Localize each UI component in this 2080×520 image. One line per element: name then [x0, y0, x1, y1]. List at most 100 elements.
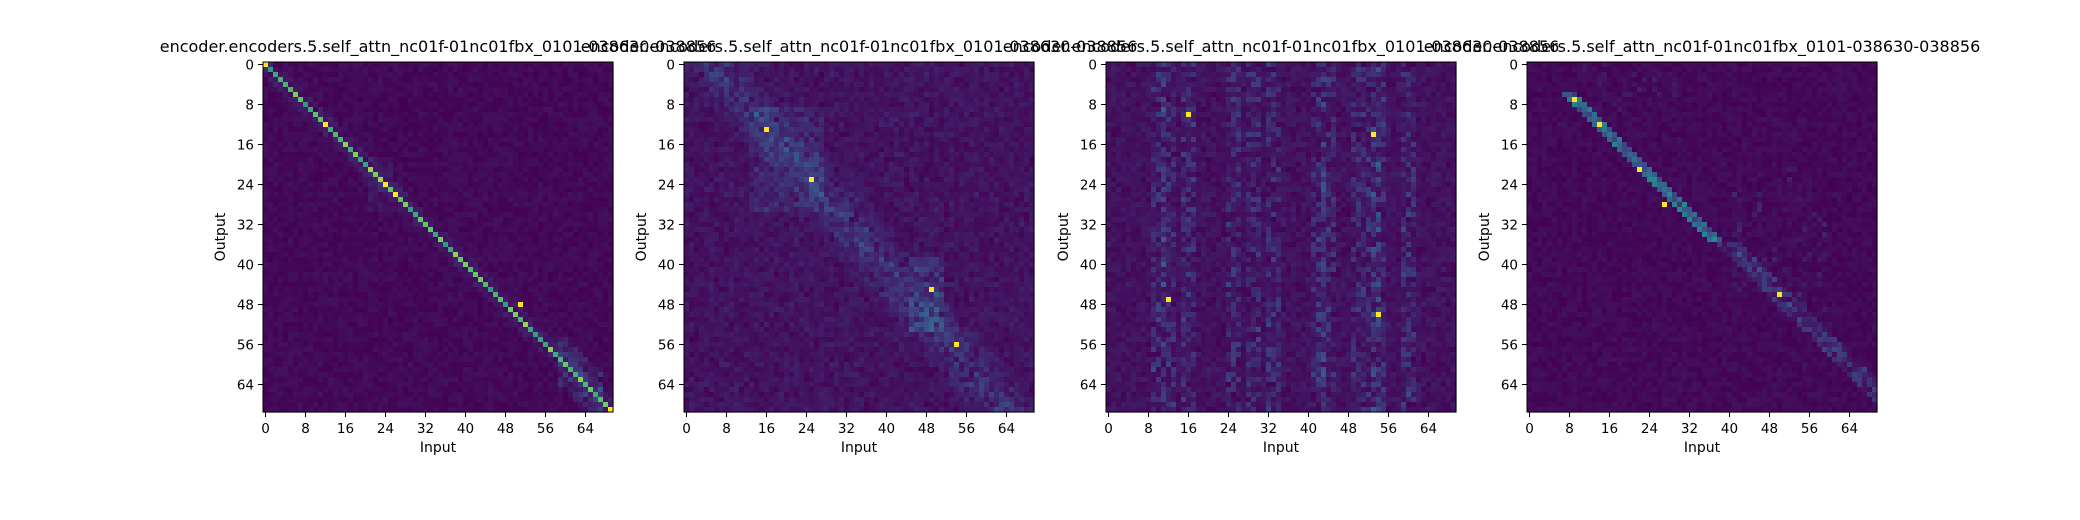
heatmap-cell [308, 342, 314, 348]
heatmap-cell [448, 377, 454, 383]
heatmap-cell [328, 282, 334, 288]
heatmap-cell [563, 282, 569, 288]
heatmap-cell [508, 217, 514, 223]
heatmap-cell [293, 202, 299, 208]
heatmap-cell [593, 322, 599, 328]
heatmap-cell [358, 287, 364, 293]
heatmap-cell [593, 197, 599, 203]
heatmap-cell [338, 377, 344, 383]
heatmap-cell [393, 262, 399, 268]
heatmap-cell [443, 147, 449, 153]
heatmap-cell [448, 277, 454, 283]
heatmap-cell [453, 122, 459, 128]
heatmap-cell [318, 407, 324, 413]
heatmap-cell [433, 127, 439, 133]
heatmap-cell [378, 152, 384, 158]
heatmap-cell [288, 272, 294, 278]
heatmap-cell [518, 327, 524, 333]
heatmap-cell [588, 337, 594, 343]
heatmap-cell [598, 192, 604, 198]
subplot-1: encoder.encoders.5.self_attn_nc01f-01nc0… [160, 37, 717, 456]
heatmap-cell [568, 297, 574, 303]
heatmap-cell [443, 197, 449, 203]
heatmap-cell [468, 347, 474, 353]
heatmap-cell [388, 277, 394, 283]
heatmap-cell [458, 162, 464, 168]
heatmap-cell [548, 127, 554, 133]
heatmap-cell [408, 102, 414, 108]
heatmap-cell [498, 322, 504, 328]
heatmap-cell [353, 212, 359, 218]
heatmap-cell [398, 262, 404, 268]
heatmap-cell [518, 72, 524, 78]
heatmap-cell [383, 277, 389, 283]
heatmap-cell [488, 102, 494, 108]
heatmap-cell [598, 92, 604, 98]
heatmap-cell [603, 282, 609, 288]
heatmap-cell [363, 402, 369, 408]
heatmap-cell [438, 162, 444, 168]
heatmap-cell [528, 367, 534, 373]
heatmap-cell [568, 147, 574, 153]
heatmap-cell [518, 287, 524, 293]
heatmap-cell [458, 337, 464, 343]
heatmap-cell [598, 342, 604, 348]
heatmap-cell [503, 152, 509, 158]
heatmap-cell [533, 257, 539, 263]
heatmap-cell [303, 192, 309, 198]
heatmap-cell [458, 282, 464, 288]
heatmap-cell [528, 92, 534, 98]
heatmap-cell [573, 77, 579, 83]
heatmap-cell [573, 267, 579, 273]
heatmap-cell [288, 192, 294, 198]
heatmap-cell [598, 102, 604, 108]
heatmap-cell [318, 82, 324, 88]
heatmap-cell [493, 62, 499, 68]
heatmap-cell [538, 347, 544, 353]
heatmap-cell [308, 82, 314, 88]
heatmap-cell [318, 292, 324, 298]
heatmap-cell [403, 332, 409, 338]
heatmap-cell [443, 192, 449, 198]
heatmap-cell [333, 212, 339, 218]
heatmap-cell [388, 392, 394, 398]
heatmap-cell [408, 112, 414, 118]
heatmap-cell [528, 257, 534, 263]
heatmap-cell [468, 127, 474, 133]
heatmap-cell [303, 147, 309, 153]
heatmap-cell [308, 367, 314, 373]
heatmap-cell [263, 232, 269, 238]
heatmap-cell [328, 82, 334, 88]
heatmap-cell [368, 197, 374, 203]
heatmap-cell [378, 357, 384, 363]
heatmap-cell [448, 227, 454, 233]
heatmap-cell [418, 67, 424, 73]
heatmap-cell [528, 132, 534, 138]
heatmap-cell [859, 62, 865, 68]
heatmap-cell [458, 182, 464, 188]
heatmap-cell [538, 292, 544, 298]
heatmap-cell [603, 132, 609, 138]
heatmap-cell [603, 222, 609, 228]
heatmap-cell [413, 177, 419, 183]
heatmap-cell [358, 77, 364, 83]
heatmap-cell [333, 367, 339, 373]
heatmap-cell [263, 337, 269, 343]
heatmap-cell [318, 332, 324, 338]
heatmap-cell [268, 62, 274, 68]
heatmap-cell [348, 397, 354, 403]
heatmap-cell [538, 382, 544, 388]
heatmap-cell [363, 62, 369, 68]
heatmap-cell [488, 267, 494, 273]
heatmap-cell [373, 217, 379, 223]
heatmap-cell [363, 347, 369, 353]
heatmap-cell [308, 62, 314, 68]
heatmap-cell [528, 322, 534, 328]
heatmap-cell [338, 117, 344, 123]
heatmap-cell [273, 322, 279, 328]
heatmap-cell [528, 337, 534, 343]
heatmap-cell [313, 132, 319, 138]
heatmap-cell [538, 182, 544, 188]
heatmap-cell [408, 262, 414, 268]
heatmap-cell [343, 337, 349, 343]
